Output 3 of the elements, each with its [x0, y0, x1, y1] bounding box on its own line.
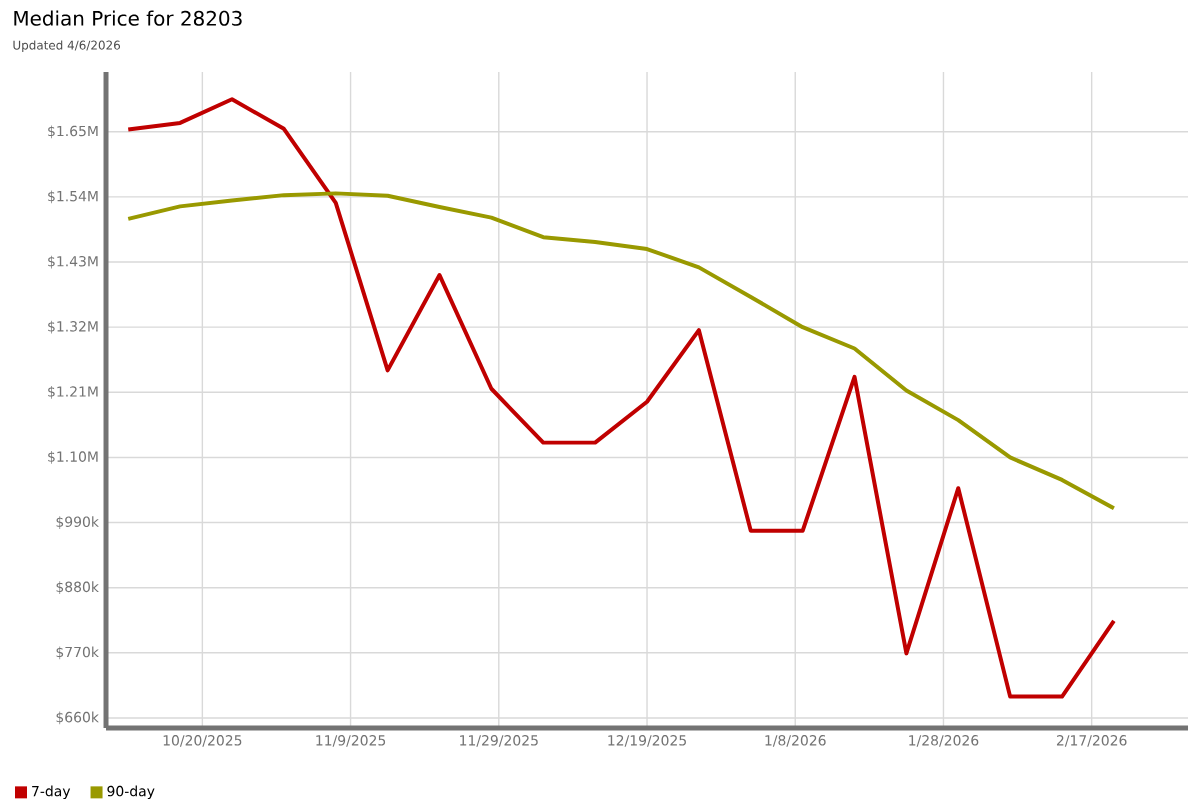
line-series — [126, 97, 1116, 699]
chart-title: Median Price for 28203 — [14, 10, 242, 26]
line-series — [126, 191, 1116, 511]
